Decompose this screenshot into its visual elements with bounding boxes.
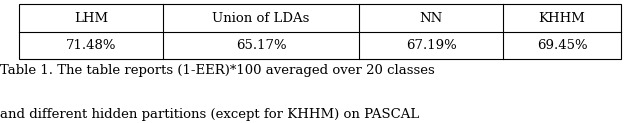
Text: and different hidden partitions (except for KHHM) on PASCAL: and different hidden partitions (except … xyxy=(0,108,419,121)
Text: 65.17%: 65.17% xyxy=(236,39,287,52)
Text: Table 1. The table reports (1-EER)*100 averaged over 20 classes: Table 1. The table reports (1-EER)*100 a… xyxy=(0,64,435,77)
Text: Union of LDAs: Union of LDAs xyxy=(212,12,310,25)
Bar xyxy=(19,4,621,59)
Text: NN: NN xyxy=(420,12,443,25)
Text: 71.48%: 71.48% xyxy=(66,39,116,52)
Text: LHM: LHM xyxy=(74,12,108,25)
Text: KHHM: KHHM xyxy=(538,12,586,25)
Text: 67.19%: 67.19% xyxy=(406,39,456,52)
Text: 69.45%: 69.45% xyxy=(536,39,588,52)
